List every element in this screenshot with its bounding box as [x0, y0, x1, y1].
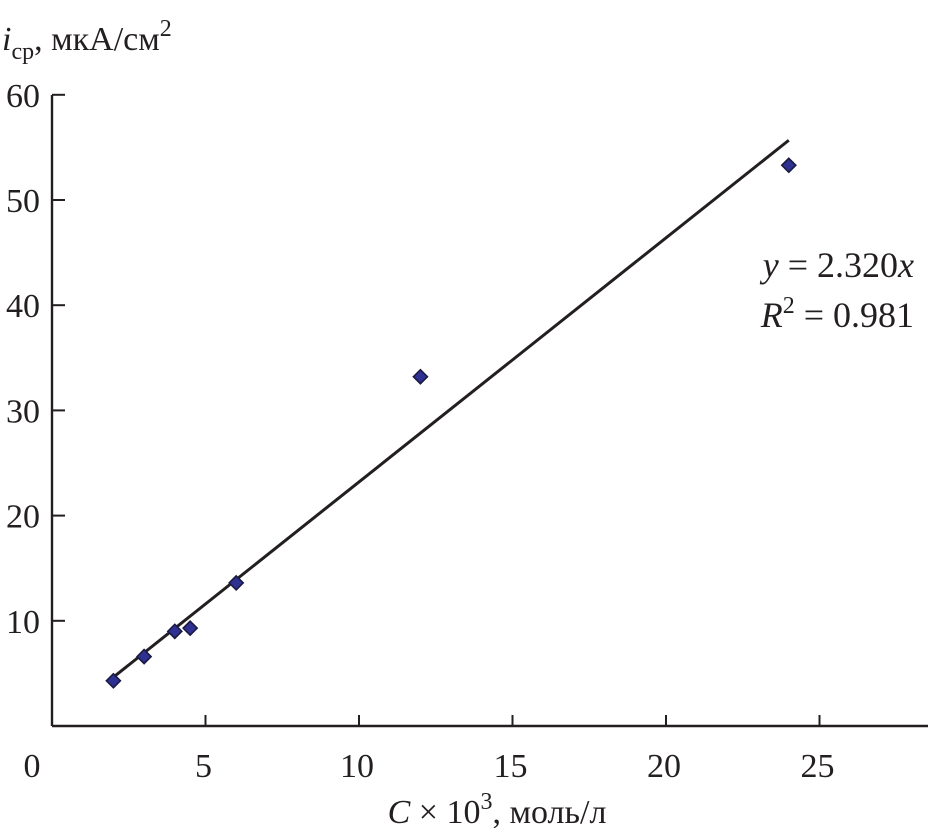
y-tick-label: 60: [6, 78, 40, 115]
data-point: [166, 623, 183, 640]
y-tick-label: 10: [6, 604, 40, 641]
data-point: [228, 574, 245, 592]
axes: [50, 95, 928, 728]
regression-equation: y = 2.320x: [760, 245, 914, 285]
data-point: [412, 368, 429, 385]
x-axis-title: C × 103, моль/л: [388, 789, 607, 831]
y-tick-label: 30: [6, 393, 40, 430]
data-points: [105, 157, 797, 689]
x-tick-label: 15: [494, 748, 528, 785]
data-point: [780, 157, 797, 174]
ticks: 0 5 10 15 20 25 10 20 30 40 50 60: [6, 78, 835, 785]
x-tick-label: 5: [195, 748, 212, 785]
y-tick-label: 50: [6, 183, 40, 220]
data-point: [182, 620, 199, 637]
data-point: [105, 672, 122, 689]
trendline-path: [112, 139, 790, 679]
x-tick-label: 0: [24, 748, 41, 785]
x-tick-label: 20: [647, 748, 681, 785]
r-squared: R2 = 0.981: [760, 293, 914, 335]
trendline: [112, 139, 790, 679]
y-tick-label: 20: [6, 499, 40, 536]
data-point: [135, 648, 153, 665]
y-tick-label: 40: [6, 288, 40, 325]
x-tick-label: 25: [801, 748, 835, 785]
y-axis-title: iср, мкА/см2: [2, 16, 172, 65]
x-tick-label: 10: [340, 748, 374, 785]
